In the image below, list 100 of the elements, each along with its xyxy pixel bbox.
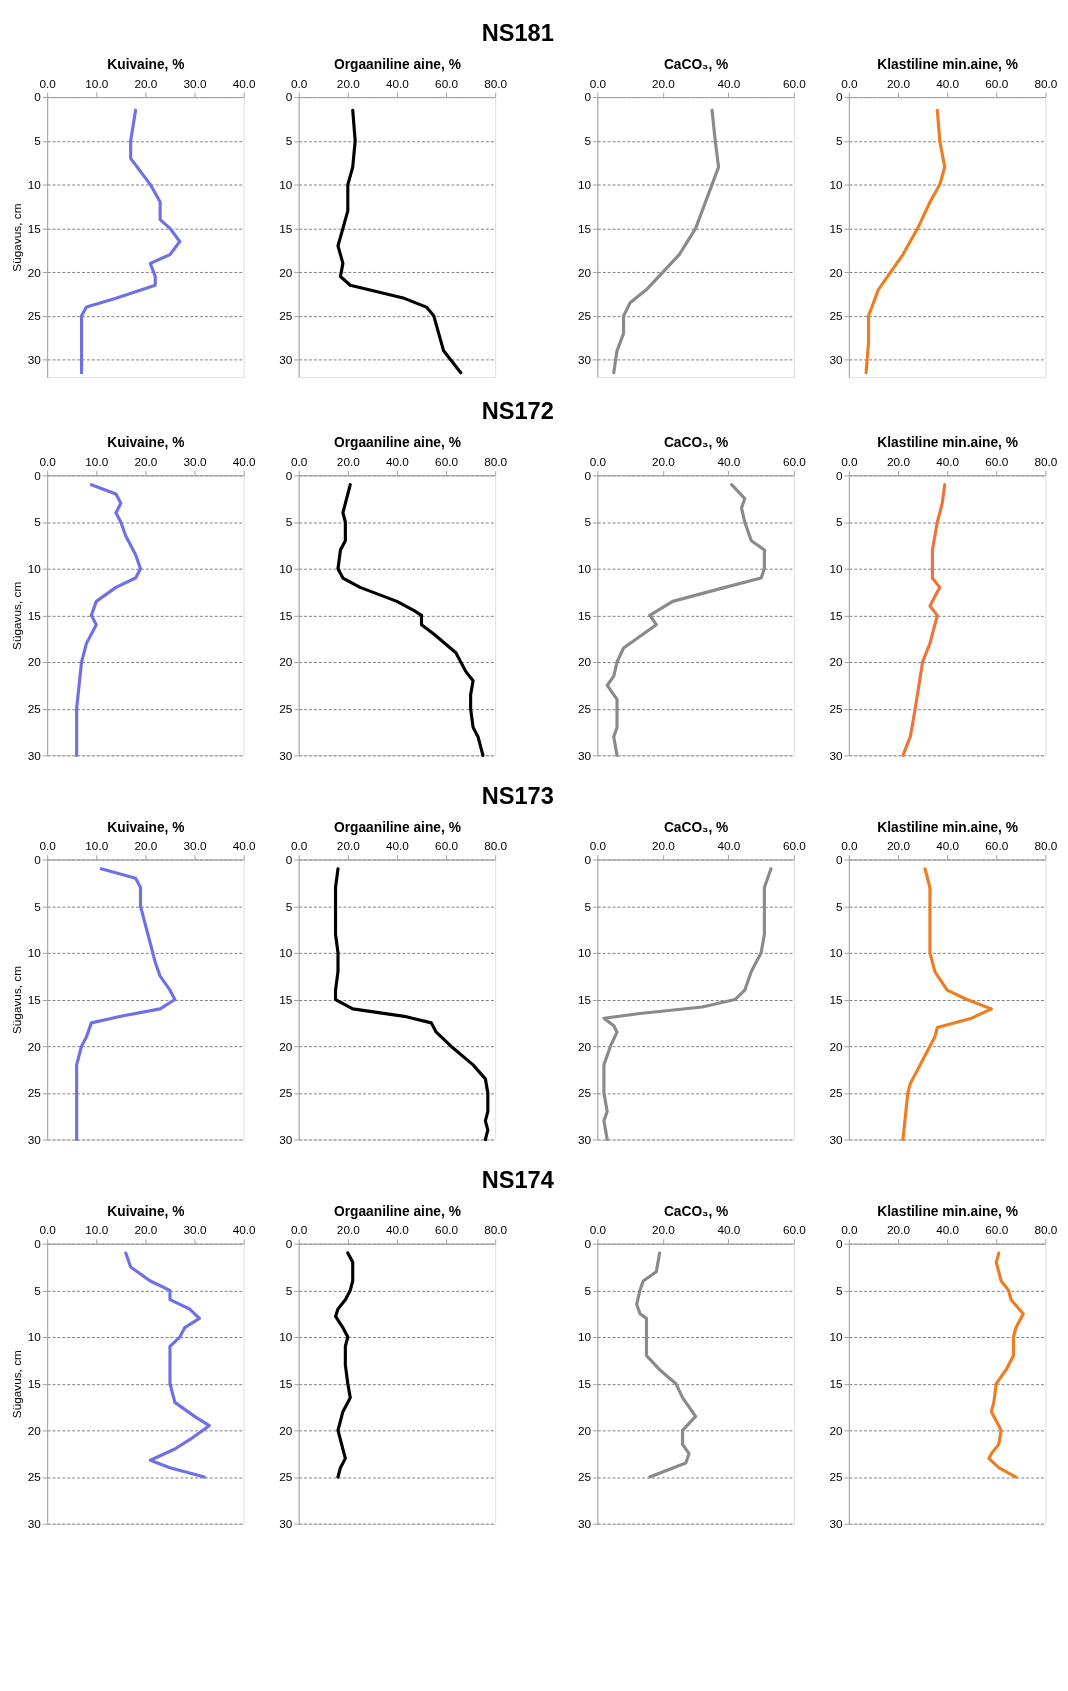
line-series <box>336 483 485 757</box>
x-tick-label: 20.0 <box>651 1223 676 1237</box>
x-axis-title: Klastiline min.aine, % <box>877 819 1018 835</box>
x-tick-label: 60.0 <box>985 76 1009 90</box>
x-tick-label: 40.0 <box>385 76 410 90</box>
x-tick-label: 80.0 <box>484 76 508 90</box>
chart-title: NS174 <box>481 1166 554 1193</box>
y-tick-label: 20 <box>279 655 293 669</box>
x-tick-label: 60.0 <box>985 839 1009 853</box>
y-tick-label: 20 <box>829 655 843 669</box>
x-tick-label: 40.0 <box>717 1223 741 1237</box>
y-tick-label: 10 <box>577 946 592 960</box>
y-tick-label: 0 <box>285 852 293 866</box>
y-tick-label: 30 <box>27 1132 42 1146</box>
y-tick-label: 0 <box>584 468 592 482</box>
y-tick-label: 25 <box>27 1086 42 1100</box>
y-tick-label: 15 <box>829 1377 843 1391</box>
x-tick-label: 80.0 <box>484 1223 508 1237</box>
x-axis-title: Orgaaniline aine, % <box>334 819 461 835</box>
x-tick-label: 40.0 <box>936 839 960 853</box>
y-tick-label: 10 <box>279 178 293 192</box>
chart-title: NS172 <box>481 398 554 425</box>
y-tick-label: 0 <box>34 852 42 866</box>
x-tick-label: 20.0 <box>336 1223 361 1237</box>
line-series <box>987 1251 1025 1479</box>
y-axis-title: Sügavus, cm <box>9 1349 23 1419</box>
y-tick-label: 30 <box>27 353 42 367</box>
y-tick-label: 0 <box>584 852 592 866</box>
x-tick-label: 60.0 <box>435 455 459 469</box>
x-tick-label: 60.0 <box>782 455 807 469</box>
x-tick-label: 0.0 <box>39 839 57 853</box>
x-tick-label: 40.0 <box>232 1223 257 1237</box>
y-tick-label: 0 <box>34 1237 42 1251</box>
y-tick-label: 10 <box>829 562 843 576</box>
x-tick-label: 60.0 <box>435 839 459 853</box>
line-series <box>336 108 463 375</box>
y-tick-label: 30 <box>829 748 843 762</box>
y-axis-title: Sügavus, cm <box>9 965 23 1035</box>
x-tick-label: 20.0 <box>651 76 676 90</box>
y-tick-label: 20 <box>279 265 293 279</box>
y-axis-title: Sügavus, cm <box>9 581 23 650</box>
y-tick-label: 10 <box>829 946 843 960</box>
x-tick-label: 20.0 <box>651 455 676 469</box>
x-tick-label: 40.0 <box>232 455 257 469</box>
line-series <box>75 867 177 1142</box>
x-axis-title: Orgaaniline aine, % <box>334 435 461 451</box>
y-tick-label: 30 <box>279 1132 293 1146</box>
x-tick-label: 80.0 <box>484 839 508 853</box>
x-tick-label: 20.0 <box>336 455 361 469</box>
x-tick-label: 0.0 <box>589 76 607 90</box>
y-tick-label: 30 <box>829 353 843 367</box>
x-tick-label: 0.0 <box>841 455 859 469</box>
y-tick-label: 20 <box>27 1039 42 1053</box>
x-tick-label: 0.0 <box>290 839 308 853</box>
y-tick-label: 20 <box>27 265 42 279</box>
x-tick-label: 20.0 <box>134 455 158 469</box>
x-tick-label: 40.0 <box>385 455 410 469</box>
x-axis-title: Klastiline min.aine, % <box>877 435 1018 451</box>
line-series <box>124 1251 211 1479</box>
x-tick-label: 20.0 <box>134 1223 158 1237</box>
y-tick-label: 30 <box>577 1132 592 1146</box>
x-tick-label: 20.0 <box>887 76 911 90</box>
x-axis-title: Kuivaine, % <box>107 435 185 451</box>
y-tick-label: 30 <box>279 748 293 762</box>
line-series <box>75 483 143 757</box>
x-tick-label: 40.0 <box>232 839 257 853</box>
y-tick-label: 10 <box>27 178 42 192</box>
y-tick-label: 10 <box>279 562 293 576</box>
y-tick-label: 20 <box>829 1423 843 1437</box>
x-tick-label: 0.0 <box>841 1223 859 1237</box>
y-tick-label: 25 <box>279 1086 293 1100</box>
x-tick-label: 10.0 <box>85 455 109 469</box>
y-tick-label: 15 <box>27 1377 42 1391</box>
y-tick-label: 10 <box>829 1330 843 1344</box>
y-tick-label: 10 <box>577 1330 592 1344</box>
y-tick-label: 15 <box>279 1377 293 1391</box>
y-tick-label: 10 <box>27 1330 42 1344</box>
x-tick-label: 80.0 <box>1034 1223 1058 1237</box>
y-tick-label: 25 <box>577 1470 592 1484</box>
x-tick-label: 20.0 <box>336 76 361 90</box>
y-tick-label: 0 <box>835 90 843 104</box>
y-tick-label: 5 <box>34 134 42 148</box>
y-tick-label: 5 <box>584 515 592 529</box>
y-tick-label: 15 <box>577 608 592 622</box>
x-axis-title: Kuivaine, % <box>107 819 185 835</box>
y-tick-label: 0 <box>285 1237 293 1251</box>
y-tick-label: 25 <box>829 309 843 323</box>
x-tick-label: 10.0 <box>85 839 109 853</box>
x-axis-title: Klastiline min.aine, % <box>877 1203 1018 1219</box>
x-axis-title: Klastiline min.aine, % <box>877 57 1018 73</box>
x-tick-label: 0.0 <box>589 455 607 469</box>
y-tick-label: 0 <box>835 1237 843 1251</box>
x-tick-label: 20.0 <box>887 1223 911 1237</box>
y-tick-label: 0 <box>34 468 42 482</box>
x-tick-label: 40.0 <box>385 839 410 853</box>
x-tick-label: 10.0 <box>85 1223 109 1237</box>
y-tick-label: 30 <box>829 1517 843 1531</box>
x-tick-label: 20.0 <box>134 839 158 853</box>
y-tick-label: 25 <box>577 1086 592 1100</box>
x-tick-label: 40.0 <box>232 76 257 90</box>
